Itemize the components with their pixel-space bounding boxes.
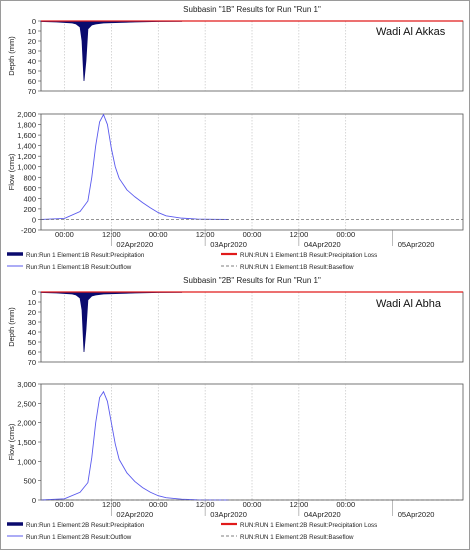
- flow-tick-label: 400: [23, 194, 36, 203]
- basin-annotation: Wadi Al Abha: [376, 298, 442, 310]
- date-tick-label: 02Apr2020: [116, 510, 153, 519]
- time-tick-label: 00:00: [55, 500, 74, 509]
- flow-tick-label: 1,500: [17, 438, 36, 447]
- depth-tick-label: 20: [28, 37, 36, 46]
- flow-tick-label: 2,000: [17, 110, 36, 119]
- depth-tick-label: 50: [28, 67, 36, 76]
- depth-tick-label: 10: [28, 298, 36, 307]
- outflow-series: [40, 390, 229, 501]
- legend-entry: RUN:RUN 1 Element:2B Result:Baseflow: [240, 534, 354, 541]
- time-tick-label: 12:00: [102, 230, 121, 239]
- time-tick-label: 12:00: [196, 500, 215, 509]
- flow-axis-label: Flow (cms): [7, 423, 16, 460]
- depth-tick-label: 70: [28, 87, 36, 96]
- date-tick-label: 04Apr2020: [304, 240, 341, 249]
- time-tick-label: 12:00: [102, 500, 121, 509]
- flow-axis-label: Flow (cms): [7, 153, 16, 190]
- depth-tick-label: 30: [28, 47, 36, 56]
- outflow-series: [40, 113, 229, 220]
- time-tick-label: 12:00: [196, 230, 215, 239]
- depth-tick-label: 60: [28, 77, 36, 86]
- legend-entry: Run:Run 1 Element:1B Result:Precipitatio…: [26, 252, 145, 259]
- depth-tick-label: 30: [28, 318, 36, 327]
- flow-tick-label: 1,600: [17, 131, 36, 140]
- depth-tick-label: 70: [28, 358, 36, 367]
- flow-tick-label: 500: [23, 477, 36, 486]
- depth-tick-label: 40: [28, 328, 36, 337]
- chart-title: Subbasin "1B" Results for Run "Run 1": [183, 5, 321, 14]
- legend-entry: Run:Run 1 Element:2B Result:Outflow: [26, 534, 132, 541]
- time-tick-label: 00:00: [243, 500, 262, 509]
- depth-tick-label: 0: [32, 288, 36, 297]
- flow-tick-label: 2,000: [17, 419, 36, 428]
- date-tick-label: 05Apr2020: [398, 240, 435, 249]
- flow-tick-label: 800: [23, 173, 36, 182]
- depth-tick-label: 10: [28, 27, 36, 36]
- depth-tick-label: 60: [28, 348, 36, 357]
- flow-tick-label: 1,000: [17, 457, 36, 466]
- time-tick-label: 00:00: [336, 500, 355, 509]
- time-tick-label: 00:00: [243, 230, 262, 239]
- flow-tick-label: 2,500: [17, 399, 36, 408]
- basin-annotation: Wadi Al Akkas: [376, 26, 446, 38]
- time-tick-label: 00:00: [149, 500, 168, 509]
- flow-tick-label: 0: [32, 496, 36, 505]
- flow-tick-label: 0: [32, 215, 36, 224]
- flow-tick-label: 3,000: [17, 380, 36, 389]
- flow-tick-label: 1,400: [17, 142, 36, 151]
- date-tick-label: 02Apr2020: [116, 240, 153, 249]
- depth-tick-label: 20: [28, 308, 36, 317]
- flow-tick-label: -200: [21, 226, 36, 235]
- date-tick-label: 05Apr2020: [398, 510, 435, 519]
- legend-entry: RUN:RUN 1 Element:1B Result:Precipitatio…: [240, 252, 377, 259]
- time-tick-label: 00:00: [149, 230, 168, 239]
- time-tick-label: 00:00: [336, 230, 355, 239]
- flow-tick-label: 1,800: [17, 121, 36, 130]
- flow-tick-label: 1,200: [17, 152, 36, 161]
- legend-entry: RUN:RUN 1 Element:2B Result:Precipitatio…: [240, 522, 377, 529]
- legend-entry: Run:Run 1 Element:1B Result:Outflow: [26, 264, 132, 271]
- time-tick-label: 12:00: [289, 500, 308, 509]
- date-tick-label: 04Apr2020: [304, 510, 341, 519]
- time-tick-label: 00:00: [55, 230, 74, 239]
- flow-tick-label: 200: [23, 205, 36, 214]
- depth-tick-label: 50: [28, 338, 36, 347]
- date-tick-label: 03Apr2020: [210, 240, 247, 249]
- depth-tick-label: 40: [28, 57, 36, 66]
- flow-tick-label: 600: [23, 184, 36, 193]
- depth-axis-label: Depth (mm): [7, 36, 16, 76]
- chart-title: Subbasin "2B" Results for Run "Run 1": [183, 276, 321, 285]
- depth-axis-label: Depth (mm): [7, 307, 16, 347]
- legend-entry: Run:Run 1 Element:2B Result:Precipitatio…: [26, 522, 145, 529]
- legend-entry: RUN:RUN 1 Element:1B Result:Baseflow: [240, 264, 354, 271]
- time-tick-label: 12:00: [289, 230, 308, 239]
- flow-tick-label: 1,000: [17, 163, 36, 172]
- depth-tick-label: 0: [32, 17, 36, 26]
- date-tick-label: 03Apr2020: [210, 510, 247, 519]
